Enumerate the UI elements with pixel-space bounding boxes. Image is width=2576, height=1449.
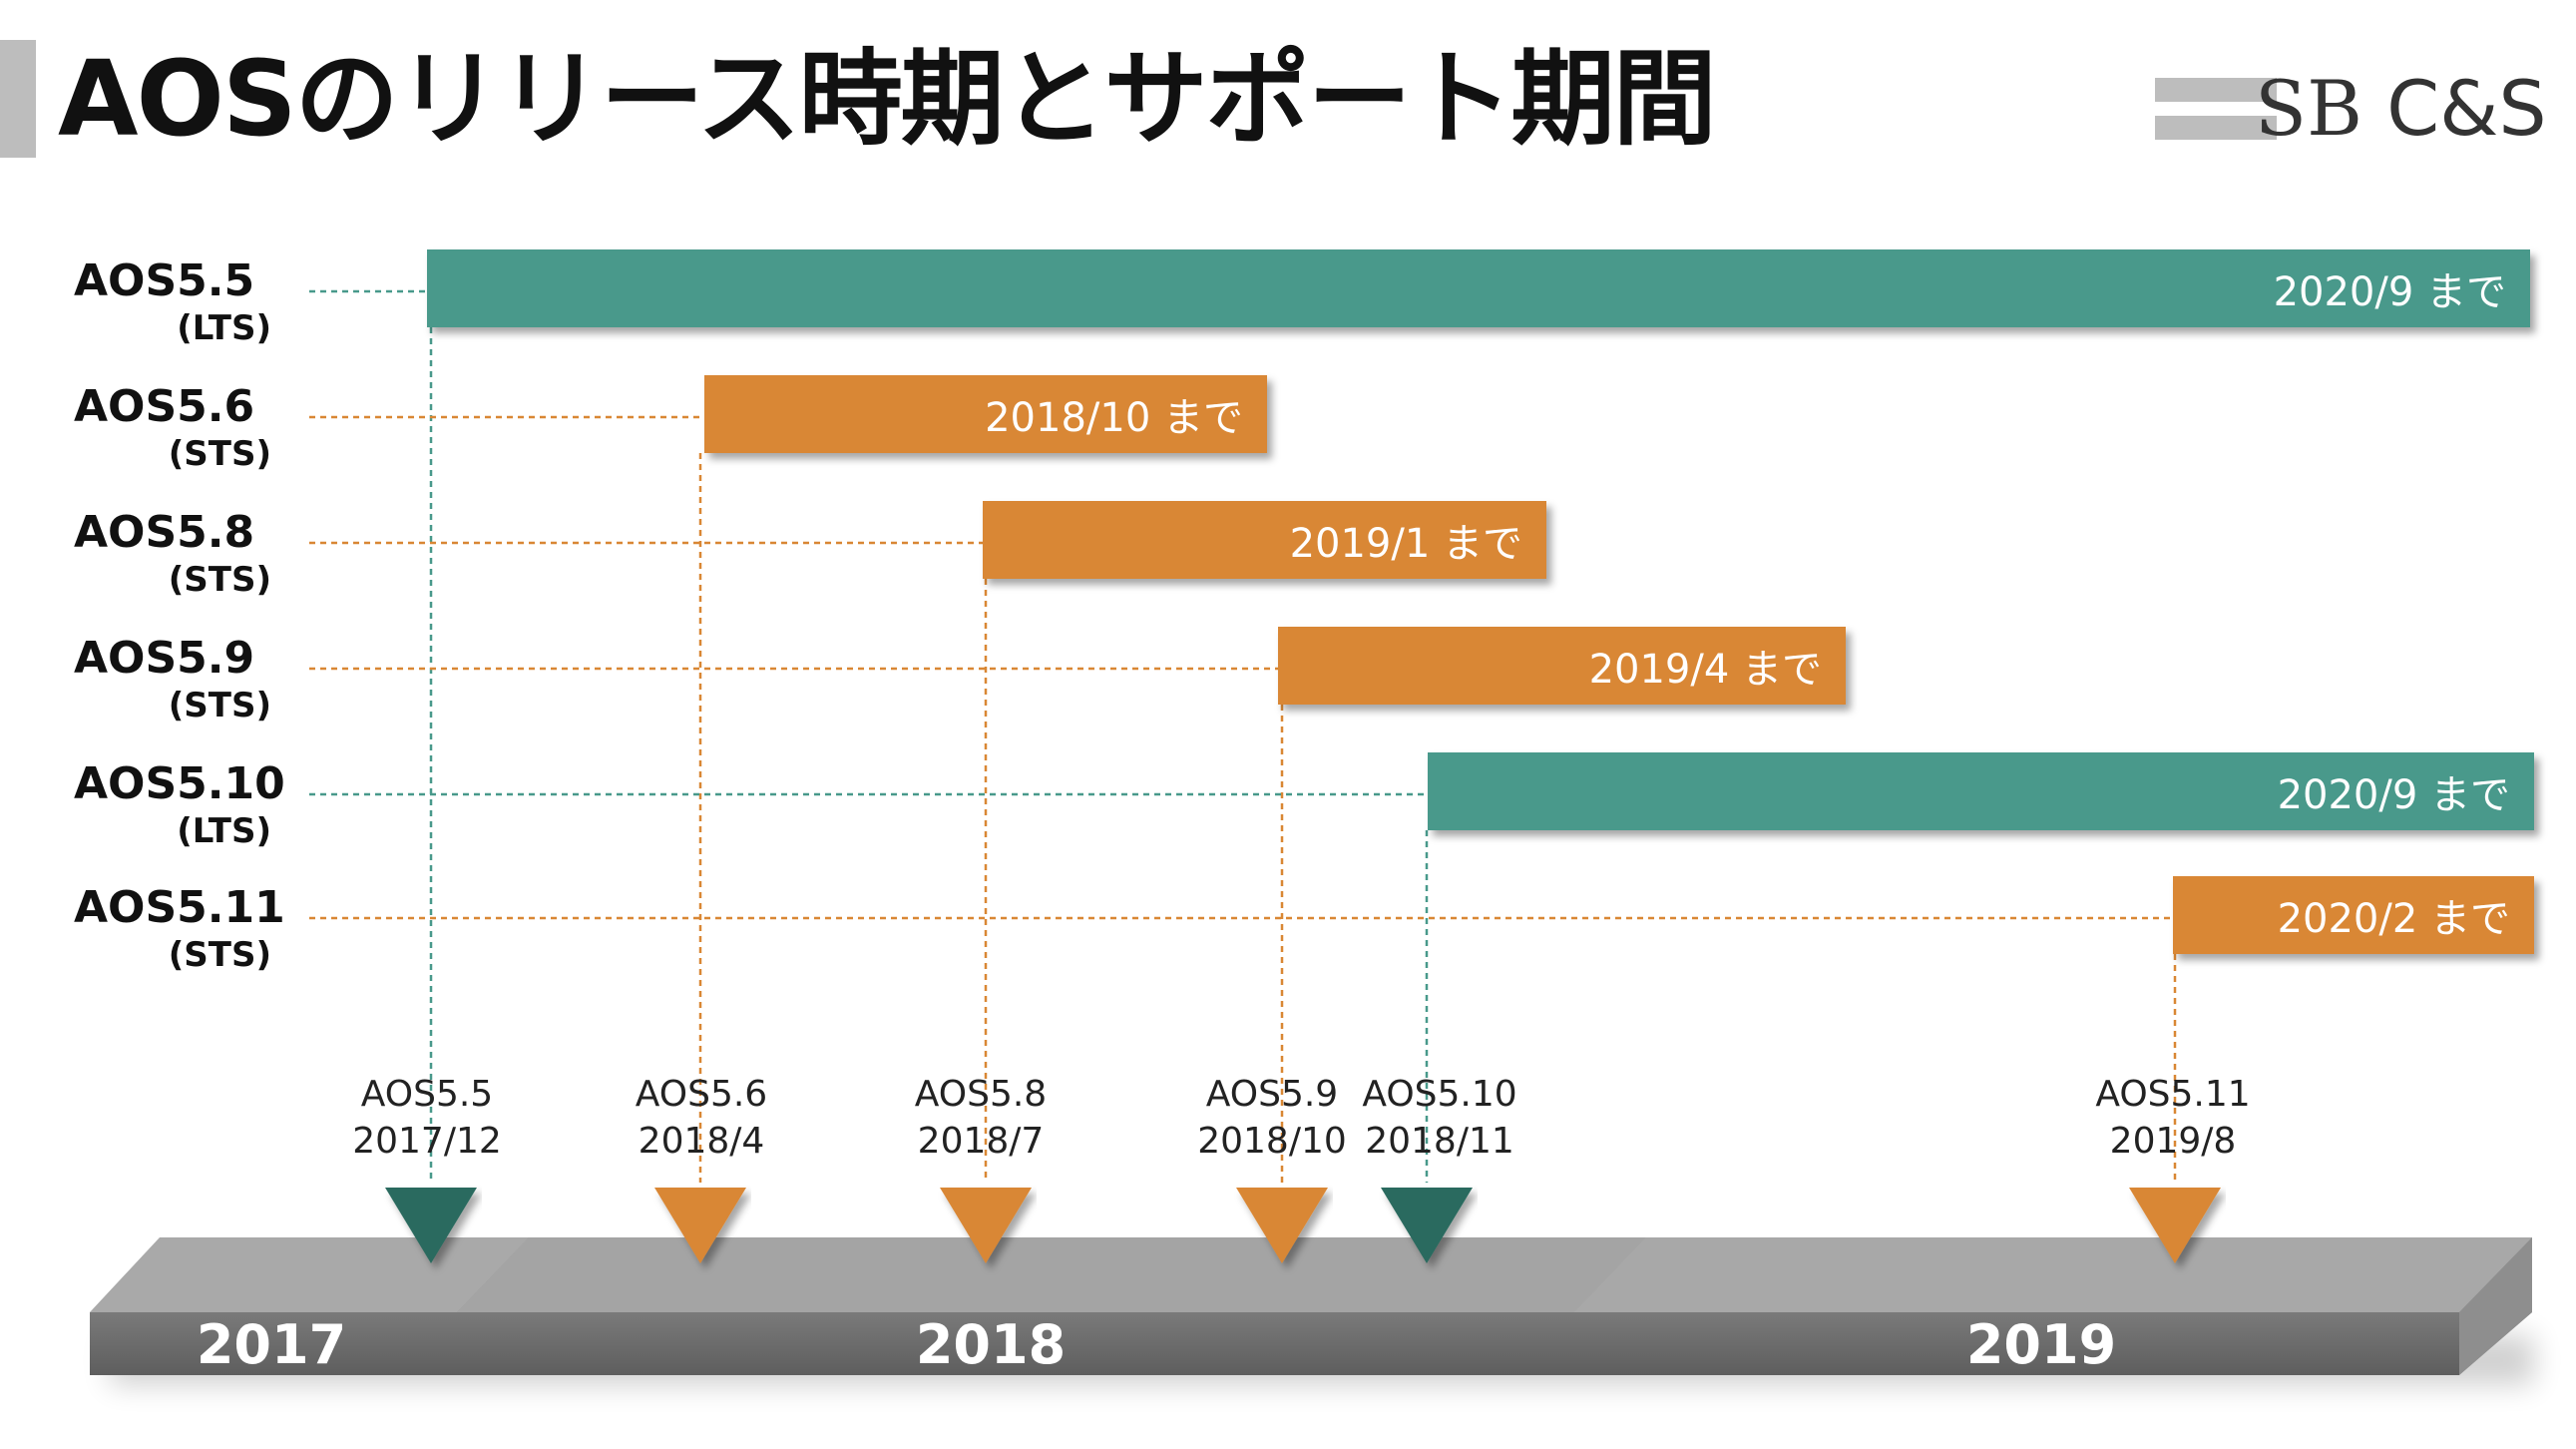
timeline-2017-top xyxy=(90,1237,529,1312)
logo-stripe-top xyxy=(2155,78,2277,102)
support-end-label: 2018/10 まで xyxy=(985,395,1243,441)
support-end-label: 2020/9 まで xyxy=(2278,772,2510,818)
support-end-label: 2019/1 まで xyxy=(1290,521,1522,567)
release-marker-name: AOS5.6 xyxy=(636,1074,767,1115)
logo-text: SB C&S xyxy=(2255,64,2547,154)
release-marker-triangle-icon xyxy=(940,1188,1032,1263)
logo-text-right: C&S xyxy=(2386,64,2547,153)
release-marker-name: AOS5.9 xyxy=(1206,1074,1338,1115)
support-bar-aos5-8 xyxy=(983,501,1546,579)
version-name: AOS5.10 xyxy=(74,758,285,809)
release-marker-name: AOS5.10 xyxy=(1362,1074,1516,1115)
release-marker-name: AOS5.5 xyxy=(361,1074,493,1115)
version-name: AOS5.11 xyxy=(74,882,285,933)
support-end-label: 2019/4 まで xyxy=(1589,647,1822,693)
version-name: AOS5.9 xyxy=(74,633,254,684)
release-marker-triangle-icon xyxy=(2129,1188,2221,1263)
logo-stripe-bottom xyxy=(2155,116,2277,140)
support-bar-aos5-5 xyxy=(427,249,2530,327)
version-name: AOS5.5 xyxy=(74,255,254,306)
timeline-2019-top xyxy=(1574,1237,2532,1312)
version-type: (STS) xyxy=(169,434,271,474)
release-marker-triangle-icon xyxy=(1236,1188,1328,1263)
title-accent-bar xyxy=(0,40,36,158)
support-bar-aos5-6 xyxy=(704,375,1267,453)
release-marker-name: AOS5.11 xyxy=(2095,1074,2250,1115)
version-type: (LTS) xyxy=(177,308,271,348)
support-bar-aos5-9 xyxy=(1278,627,1846,705)
version-type: (STS) xyxy=(169,935,271,975)
year-label-2019: 2019 xyxy=(1966,1313,2116,1376)
version-name: AOS5.8 xyxy=(74,507,254,558)
timeline-2019-front xyxy=(1574,1312,2459,1375)
release-markers: AOS5.5 2017/12 AOS5.6 2018/4 AOS5.8 2018/7 AOS… xyxy=(352,1074,2251,1263)
version-type: (LTS) xyxy=(177,811,271,851)
version-type: (STS) xyxy=(169,560,271,600)
release-marker-date: 2018/11 xyxy=(1365,1121,1514,1162)
support-end-label: 2020/2 まで xyxy=(2278,896,2510,942)
release-marker-date: 2017/12 xyxy=(352,1121,502,1162)
release-marker-date: 2018/7 xyxy=(918,1121,1045,1162)
release-marker-date: 2018/10 xyxy=(1197,1121,1347,1162)
support-bars: 2020/9 まで 2018/10 まで 2019/1 まで 2019/4 まで 202… xyxy=(427,249,2534,954)
release-marker-date: 2019/8 xyxy=(2110,1121,2237,1162)
year-label-2018: 2018 xyxy=(916,1313,1066,1376)
page-title: AOSのリリース時期とサポート期間 xyxy=(58,38,1717,160)
version-name: AOS5.6 xyxy=(74,381,254,432)
timeline-bar: 2017 2018 2019 xyxy=(90,1237,2534,1385)
support-bar-aos5-11 xyxy=(2173,876,2534,954)
release-marker-triangle-icon xyxy=(385,1188,477,1263)
version-type: (STS) xyxy=(169,686,271,725)
company-logo: SB C&S xyxy=(2155,64,2547,153)
release-marker-triangle-icon xyxy=(1381,1188,1473,1263)
logo-text-left: SB xyxy=(2255,64,2362,153)
guide-lines xyxy=(309,289,2177,1183)
version-labels: AOS5.5(LTS)AOS5.6(STS)AOS5.8(STS)AOS5.9(… xyxy=(74,255,285,975)
release-marker-date: 2018/4 xyxy=(639,1121,765,1162)
release-marker-triangle-icon xyxy=(654,1188,746,1263)
timeline-right-side xyxy=(2459,1237,2532,1375)
timeline-2018-top xyxy=(457,1237,1646,1312)
year-label-2017: 2017 xyxy=(197,1313,346,1376)
support-end-label: 2020/9 まで xyxy=(2274,269,2506,315)
timeline-2017-front xyxy=(90,1312,457,1375)
timeline-2018-front xyxy=(457,1312,1574,1375)
support-bar-aos5-10 xyxy=(1428,752,2534,830)
release-marker-name: AOS5.8 xyxy=(915,1074,1047,1115)
